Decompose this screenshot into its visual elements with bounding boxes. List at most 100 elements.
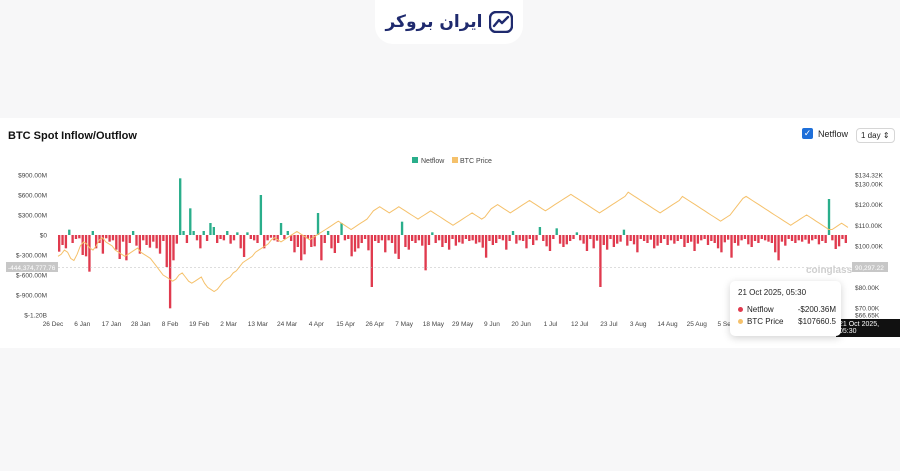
netflow-bar [575,232,579,235]
netflow-bar [205,235,209,241]
netflow-bar [121,235,125,242]
x-tick-label: 12 Jul [571,321,589,328]
netflow-bar [784,235,787,246]
netflow-bar [535,235,538,241]
netflow-bar [737,235,740,246]
netflow-bar [232,235,236,241]
netflow-bar [192,231,195,235]
netflow-bar [787,235,790,239]
x-tick-label: 7 May [395,321,413,328]
netflow-bar [622,229,626,235]
netflow-bar [491,235,495,245]
netflow-bar [101,235,105,254]
checkbox-checked-icon[interactable]: ✓ [802,128,813,139]
netflow-bar [508,235,511,241]
netflow-bar [61,235,64,245]
x-tick-label: 26 Dec [43,321,64,328]
netflow-bar [421,235,424,246]
interval-select[interactable]: 1 day ⇕ [856,128,895,143]
netflow-bar [306,235,310,239]
netflow-bar [293,235,296,253]
netflow-bar [528,235,531,239]
netflow-bar [414,235,417,243]
y-right-tick-label: $80.00K [855,285,880,292]
netflow-bar [316,213,320,235]
netflow-bar [363,235,367,239]
netflow-bar [696,235,700,244]
y-left-tick-label: $-600.00M [16,273,47,280]
netflow-bar [562,235,565,247]
netflow-bar [824,235,827,243]
netflow-bar [397,235,400,259]
netflow-bar [410,235,414,241]
netflow-bar [716,235,720,249]
x-tick-label: 2 Mar [220,321,237,328]
netflow-bar [589,235,592,239]
netflow-bars [58,178,847,309]
netflow-bar [811,235,814,241]
netflow-bar [740,235,743,241]
netflow-bar [68,229,71,235]
y-left-tick-label: $-1.20B [24,313,47,320]
netflow-bar [437,235,441,241]
netflow-bar [252,235,256,241]
y-left-tick-label: $-900.00M [16,293,47,300]
netflow-bar [296,235,300,247]
brand-logo[interactable]: ایران بروکر [375,0,523,44]
y-right-tick-label: $70.00K [855,306,880,313]
netflow-bar [733,235,737,243]
netflow-bar [276,235,279,242]
netflow-bar [148,235,152,248]
y-axis-right: $134.32K$130.00K $120.00K $110.00K $100.00K… [855,173,883,320]
netflow-bar [753,235,757,241]
tooltip-netflow-label: Netflow [747,305,774,314]
netflow-bar [844,235,847,243]
y-left-tick-label: $600.00M [18,193,47,200]
netflow-bar [74,235,78,239]
netflow-bar [511,231,515,235]
netflow-bar [118,235,121,259]
interval-select-value[interactable]: 1 day ⇕ [856,128,895,143]
netflow-bar [767,235,770,242]
tooltip-price-label: BTC Price [747,317,784,326]
netflow-bar [330,235,333,249]
netflow-bar [710,235,713,241]
btc-price-line [57,191,849,293]
netflow-bar [666,235,669,245]
netflow-bar [706,235,710,245]
netflow-bar [326,231,330,235]
netflow-bar [790,235,794,241]
netflow-bar [700,235,703,241]
netflow-bar [303,235,306,255]
netflow-bar [636,235,639,253]
netflow-bar [484,235,488,258]
x-tick-label: 1 Jul [544,321,558,328]
netflow-bar [501,235,505,241]
netflow-bar [649,235,653,240]
x-tick-label: 18 May [423,321,445,328]
legend-netflow-label: Netflow [421,158,445,165]
y-left-tick-label: $300.00M [18,213,47,220]
netflow-bar [182,231,185,235]
netflow-bar [548,235,552,251]
netflow-bar [370,235,373,287]
netflow-bar [350,235,353,257]
netflow-bar [78,235,81,239]
netflow-bar [195,235,199,241]
netflow-bar [464,235,468,239]
netflow-bar [726,235,730,240]
netflow-toggle[interactable]: ✓ Netflow [802,128,848,139]
netflow-bar [269,235,273,238]
netflow-bar [155,235,158,249]
netflow-bar [626,235,629,246]
y-right-tick-label: $130.00K [855,181,883,188]
netflow-bar [185,235,189,243]
netflow-bar [582,235,585,244]
netflow-bar [669,235,673,241]
netflow-bar [162,235,165,241]
netflow-bar [142,235,145,241]
netflow-bar [585,235,589,251]
netflow-bar [179,178,182,235]
price-dot-icon [738,319,743,324]
netflow-bar [690,235,693,242]
